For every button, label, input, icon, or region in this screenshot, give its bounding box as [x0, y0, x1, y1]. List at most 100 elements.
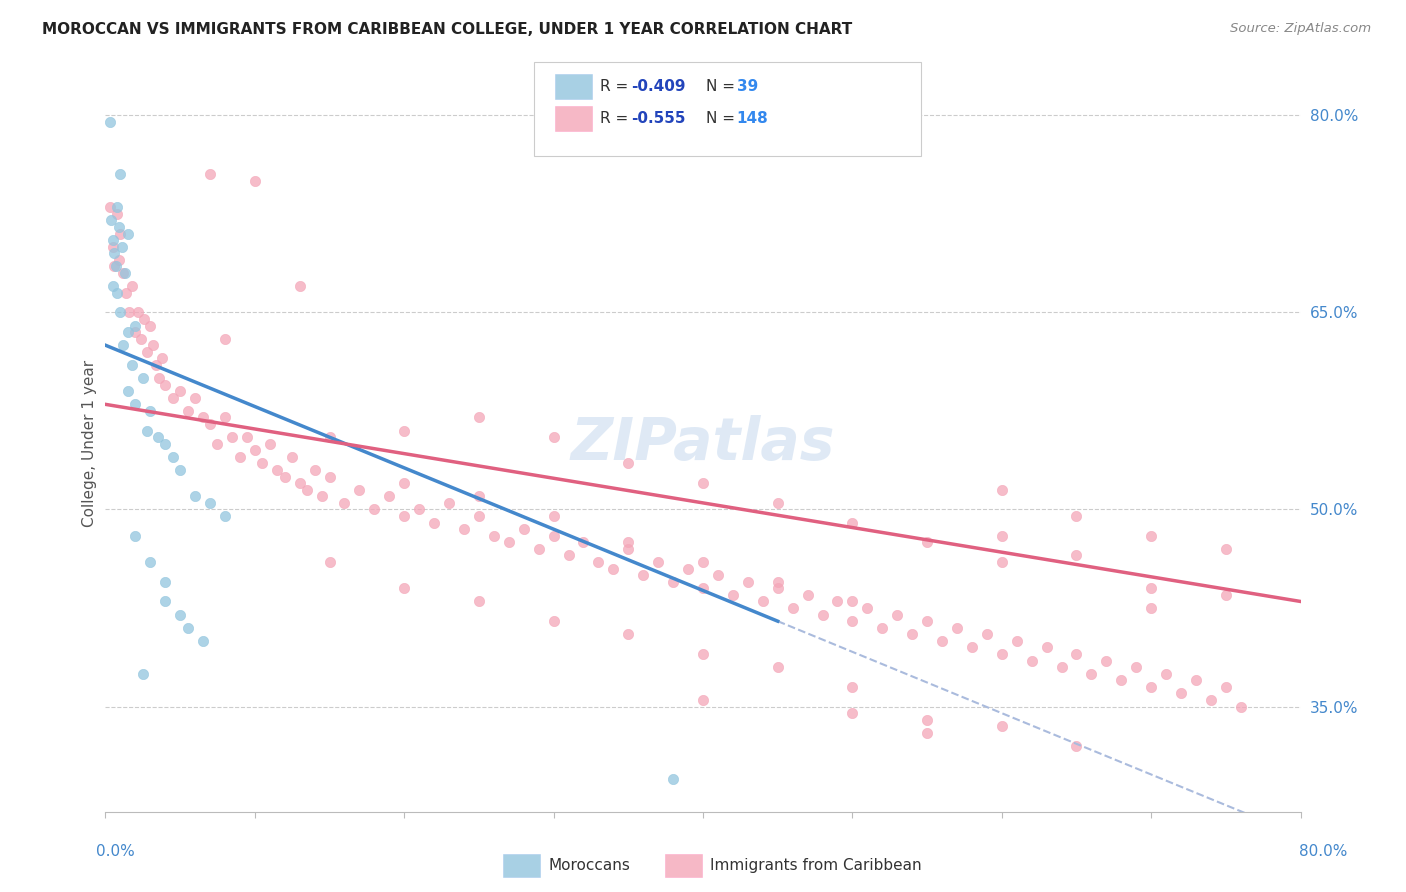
Text: 0.0%: 0.0% [96, 845, 135, 859]
Point [915, 713, 938, 727]
Point [1140, 680, 1163, 694]
Text: -0.555: -0.555 [631, 112, 686, 126]
Point [349, 483, 371, 497]
Point [111, 240, 134, 254]
Point [841, 614, 863, 628]
Point [543, 529, 565, 543]
Point [1140, 582, 1163, 596]
Point [662, 772, 685, 786]
Point [221, 430, 243, 444]
Point [692, 476, 714, 491]
Y-axis label: College, Under 1 year: College, Under 1 year [82, 360, 97, 527]
Point [1170, 686, 1192, 700]
Point [104, 260, 127, 274]
Point [872, 621, 894, 635]
Point [423, 516, 446, 530]
Point [931, 633, 953, 648]
Point [811, 607, 834, 622]
Point [901, 627, 924, 641]
Point [617, 541, 640, 556]
Point [311, 489, 333, 503]
Point [363, 502, 385, 516]
Point [101, 279, 124, 293]
Point [751, 594, 773, 608]
Point [214, 509, 236, 524]
Point [129, 332, 153, 346]
Point [145, 358, 167, 372]
Point [990, 647, 1012, 661]
Point [1215, 588, 1237, 602]
Point [960, 640, 983, 655]
Point [737, 574, 759, 589]
Point [692, 555, 714, 569]
Text: Moroccans: Moroccans [548, 858, 630, 872]
Point [273, 469, 295, 483]
Point [114, 266, 136, 280]
Point [153, 437, 177, 451]
Point [318, 430, 340, 444]
Point [721, 588, 744, 602]
Point [692, 647, 714, 661]
Point [243, 174, 266, 188]
Point [243, 443, 266, 458]
Point [176, 621, 198, 635]
Point [662, 574, 685, 589]
Point [1035, 640, 1057, 655]
Point [1066, 739, 1088, 753]
Point [647, 555, 669, 569]
Point [408, 502, 430, 516]
Point [333, 496, 356, 510]
Point [134, 312, 156, 326]
Point [259, 437, 281, 451]
Point [482, 529, 505, 543]
Point [617, 457, 640, 471]
Point [169, 463, 191, 477]
Text: R =: R = [600, 112, 634, 126]
Point [378, 489, 401, 503]
Point [153, 574, 177, 589]
Point [191, 633, 214, 648]
Point [139, 555, 162, 569]
Point [1185, 673, 1208, 688]
Text: Source: ZipAtlas.com: Source: ZipAtlas.com [1230, 22, 1371, 36]
Point [214, 332, 236, 346]
Point [990, 483, 1012, 497]
Point [127, 305, 149, 319]
Point [101, 240, 124, 254]
Point [121, 279, 143, 293]
Point [288, 279, 311, 293]
Point [132, 371, 155, 385]
Point [184, 489, 207, 503]
Point [617, 627, 640, 641]
Point [148, 371, 170, 385]
Point [169, 607, 191, 622]
Point [107, 285, 129, 300]
Point [1154, 666, 1177, 681]
Text: 148: 148 [737, 112, 769, 126]
Point [266, 463, 288, 477]
Point [1080, 666, 1102, 681]
Point [468, 410, 491, 425]
Point [115, 285, 138, 300]
Text: -0.409: -0.409 [631, 79, 686, 94]
Point [676, 561, 699, 575]
Point [1140, 529, 1163, 543]
Point [527, 541, 550, 556]
Point [946, 621, 969, 635]
Point [915, 726, 938, 740]
Point [841, 594, 863, 608]
Point [136, 424, 159, 438]
Text: ZIPatlas: ZIPatlas [571, 416, 835, 472]
Point [766, 660, 789, 674]
Point [976, 627, 998, 641]
Point [990, 529, 1012, 543]
Point [117, 384, 139, 399]
Text: 80.0%: 80.0% [1299, 845, 1347, 859]
Point [98, 115, 121, 129]
Point [162, 450, 184, 464]
Point [827, 594, 849, 608]
Point [112, 338, 135, 352]
Point [990, 719, 1012, 733]
Point [468, 594, 491, 608]
Point [692, 582, 714, 596]
